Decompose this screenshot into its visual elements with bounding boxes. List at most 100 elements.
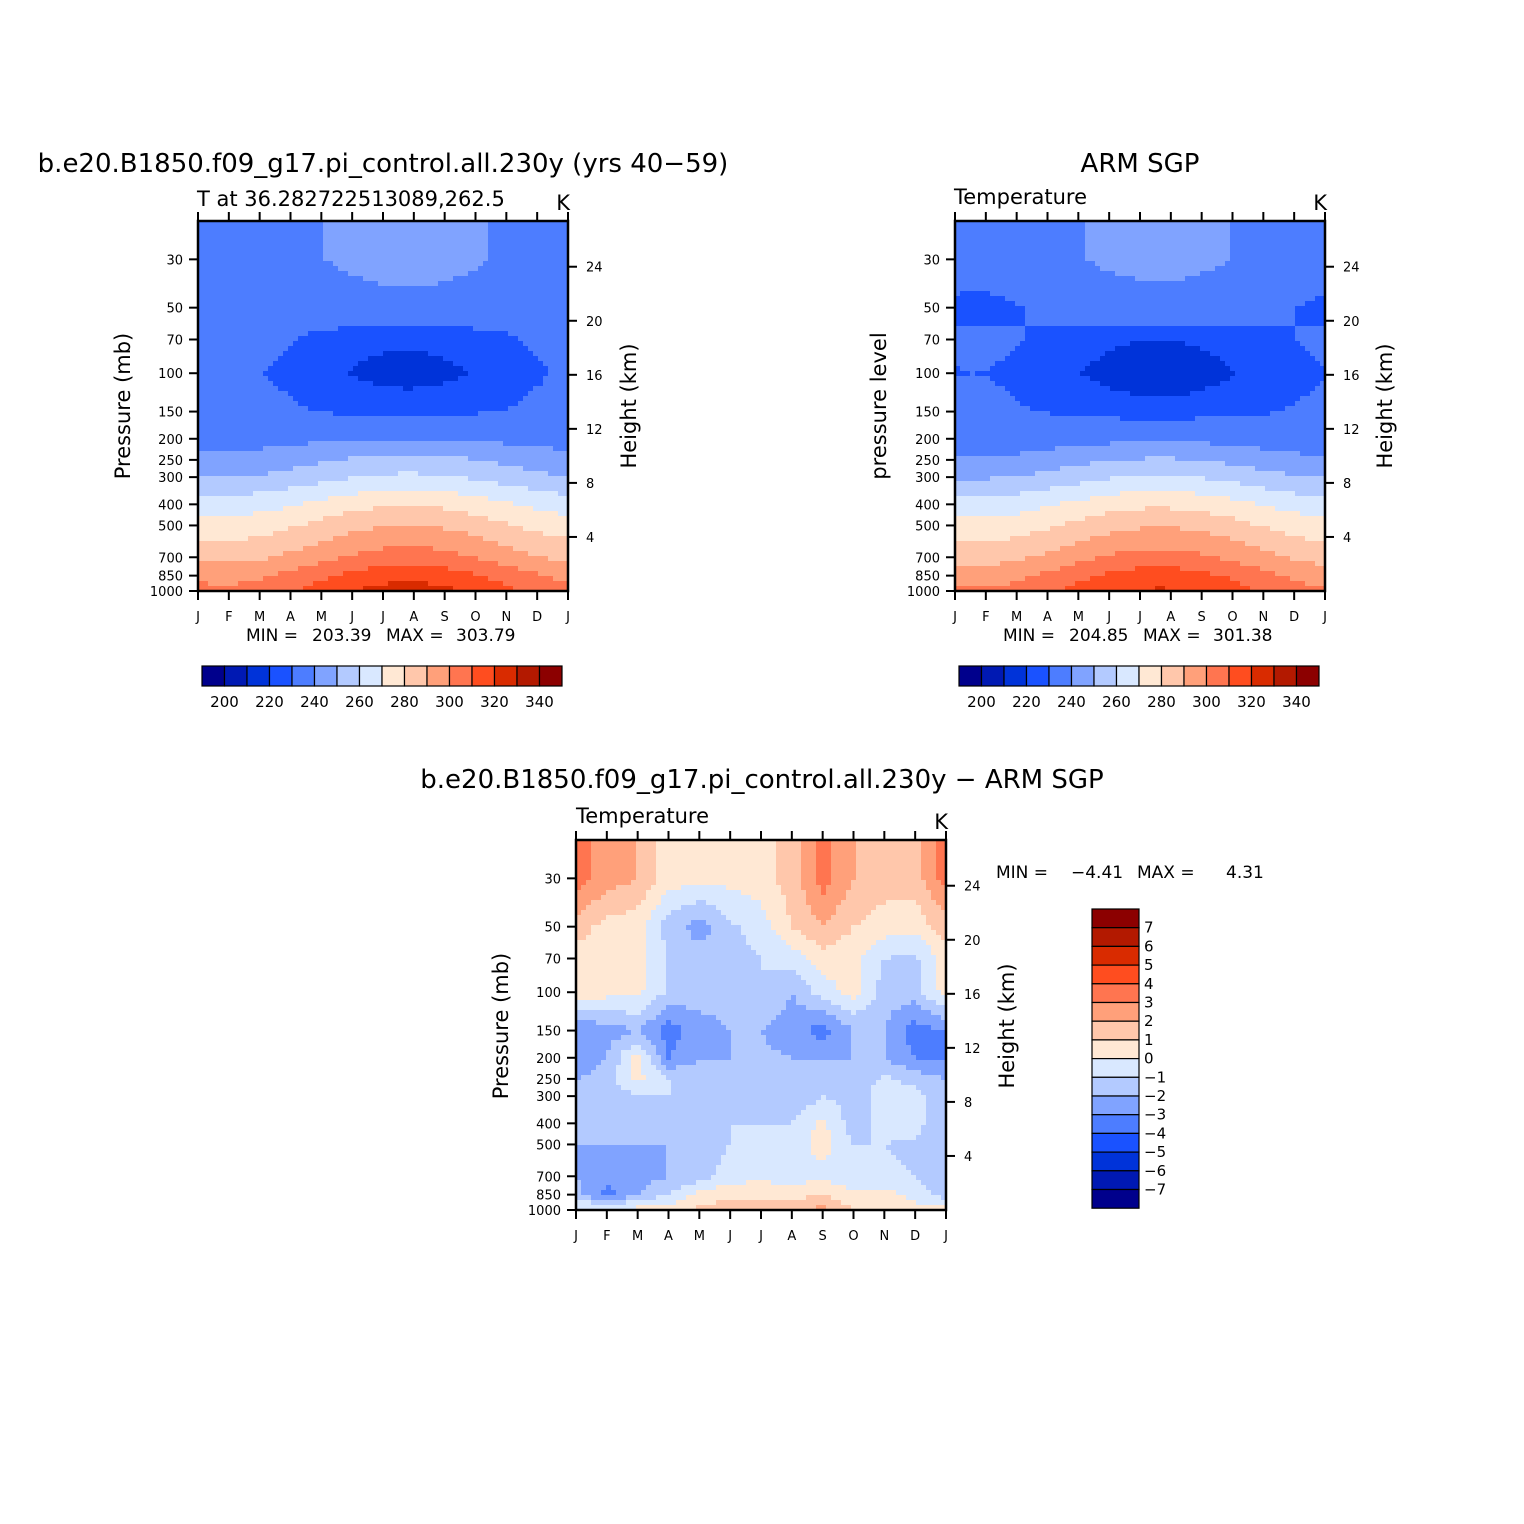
contour-cell (288, 321, 294, 327)
contour-cell (233, 511, 239, 517)
contour-cell (323, 266, 329, 272)
contour-cell (543, 366, 549, 372)
contour-cell (483, 241, 489, 247)
contour-cell (488, 476, 494, 482)
contour-cell (483, 426, 489, 432)
contour-cell (388, 371, 394, 377)
contour-cell (428, 256, 434, 262)
contour-cell (448, 296, 454, 302)
contour-cell (228, 441, 234, 447)
contour-cell (318, 226, 324, 232)
contour-cell (423, 436, 429, 442)
contour-cell (223, 501, 229, 507)
contour-cell (413, 541, 419, 547)
contour-cell (483, 376, 489, 382)
contour-cell (363, 391, 369, 397)
contour-cell (478, 231, 484, 237)
contour-cell (528, 496, 534, 502)
contour-cell (468, 511, 474, 517)
contour-cell (408, 491, 414, 497)
contour-cell (223, 516, 229, 522)
contour-cell (293, 476, 299, 482)
contour-cell (483, 276, 489, 282)
contour-cell (528, 301, 534, 307)
contour-cell (508, 336, 514, 342)
contour-cell (523, 381, 529, 387)
contour-cell (233, 551, 239, 557)
contour-cell (318, 496, 324, 502)
contour-cell (343, 356, 349, 362)
contour-cell (303, 256, 309, 262)
contour-cell (518, 286, 524, 292)
contour-cell (503, 526, 509, 532)
contour-cell (478, 431, 484, 437)
contour-cell (233, 301, 239, 307)
contour-cell (203, 446, 209, 452)
contour-cell (303, 511, 309, 517)
contour-cell (413, 281, 419, 287)
contour-cell (208, 376, 214, 382)
contour-cell (213, 371, 219, 377)
contour-cell (208, 251, 214, 257)
contour-cell (208, 456, 214, 462)
contour-cell (243, 281, 249, 287)
contour-cell (253, 291, 259, 297)
contour-cell (308, 431, 314, 437)
contour-cell (353, 316, 359, 322)
contour-cell (373, 531, 379, 537)
contour-cell (388, 421, 394, 427)
contour-cell (403, 536, 409, 542)
contour-cell (238, 241, 244, 247)
contour-cell (368, 536, 374, 542)
contour-cell (453, 266, 459, 272)
contour-cell (283, 316, 289, 322)
contour-cell (463, 306, 469, 312)
contour-cell (458, 461, 464, 467)
contour-cell (303, 236, 309, 242)
contour-cell (308, 421, 314, 427)
contour-cell (388, 511, 394, 517)
contour-cell (303, 246, 309, 252)
contour-cell (423, 516, 429, 522)
contour-cell (383, 426, 389, 432)
contour-cell (443, 386, 449, 392)
contour-cell (223, 256, 229, 262)
contour-cell (558, 406, 564, 412)
contour-cell (338, 511, 344, 517)
contour-cell (353, 416, 359, 422)
contour-cell (213, 356, 219, 362)
contour-cell (318, 486, 324, 492)
contour-cell (468, 281, 474, 287)
contour-cell (553, 361, 559, 367)
contour-cell (458, 381, 464, 387)
contour-cell (348, 521, 354, 527)
contour-cell (273, 331, 279, 337)
contour-cell (413, 256, 419, 262)
contour-cell (508, 461, 514, 467)
contour-cell (513, 531, 519, 537)
contour-cell (348, 456, 354, 462)
contour-cell (248, 306, 254, 312)
contour-cell (313, 376, 319, 382)
contour-cell (263, 521, 269, 527)
contour-cell (243, 436, 249, 442)
contour-cell (438, 226, 444, 232)
contour-cell (273, 456, 279, 462)
contour-cell (458, 421, 464, 427)
contour-cell (208, 266, 214, 272)
contour-cell (208, 431, 214, 437)
contour-cell (393, 296, 399, 302)
contour-cell (243, 366, 249, 372)
contour-cell (233, 466, 239, 472)
contour-cell (338, 391, 344, 397)
contour-cell (313, 301, 319, 307)
contour-cell (238, 361, 244, 367)
contour-cell (308, 276, 314, 282)
contour-cell (218, 311, 224, 317)
contour-cell (433, 421, 439, 427)
contour-cell (538, 411, 544, 417)
contour-cell (283, 431, 289, 437)
contour-cell (533, 351, 539, 357)
contour-cell (203, 476, 209, 482)
contour-cell (333, 506, 339, 512)
